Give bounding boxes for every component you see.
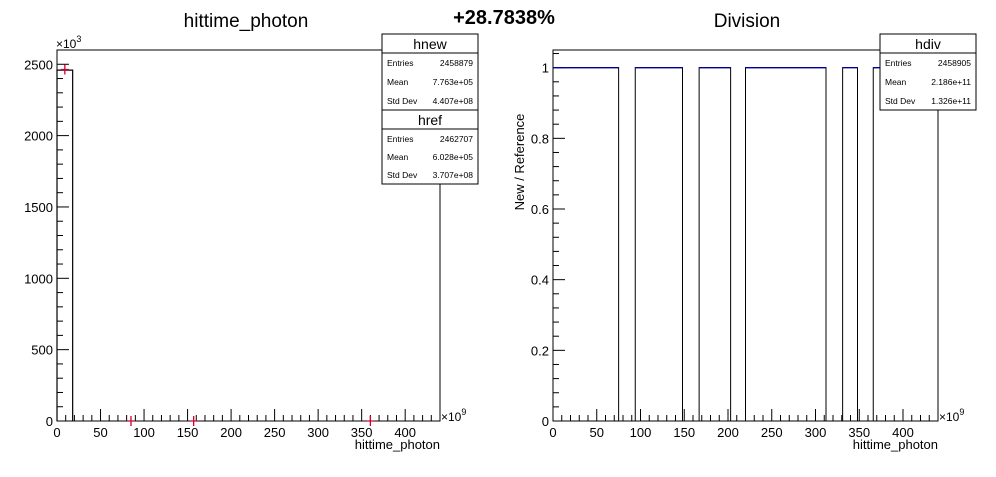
stats-label: Mean bbox=[387, 152, 409, 162]
percent-change-label: +28.7838% bbox=[453, 7, 555, 29]
right-x-multiplier: ×109 bbox=[939, 407, 964, 424]
href-marker bbox=[60, 64, 69, 75]
x-tick-label: 400 bbox=[394, 425, 416, 440]
y-tick-label: 0 bbox=[542, 414, 549, 429]
stats-value: 2458905 bbox=[938, 58, 971, 68]
x-tick-label: 150 bbox=[177, 425, 199, 440]
right-x-axis-label: hittime_photon bbox=[853, 437, 938, 452]
y-tick-label: 2500 bbox=[24, 57, 53, 72]
x-tick-label: 300 bbox=[805, 425, 827, 440]
stats-value: 4.407e+08 bbox=[433, 96, 474, 106]
left-panel: hittime_photon 0 50 100 150 200 250 300 350 4000… bbox=[24, 11, 466, 452]
x-tick-label: 400 bbox=[892, 425, 914, 440]
x-tick-label: 0 bbox=[53, 425, 60, 440]
href-marker bbox=[189, 416, 198, 426]
x-tick-label: 300 bbox=[307, 425, 329, 440]
right-data-marks bbox=[552, 67, 939, 421]
hdiv-bin-outline bbox=[698, 67, 732, 421]
stats-label: Mean bbox=[885, 77, 907, 87]
hdiv-bin-outline bbox=[842, 67, 858, 421]
x-tick-label: 50 bbox=[93, 425, 107, 440]
left-chart-title: hittime_photon bbox=[184, 11, 309, 32]
left-x-axis-label: hittime_photon bbox=[355, 437, 440, 452]
right-y-axis-label: New / Reference bbox=[512, 114, 527, 211]
stats-value: 3.707e+08 bbox=[433, 170, 474, 180]
y-tick-label: 0.2 bbox=[531, 343, 549, 358]
stats-box-hnew: hnew Entries 2458879 Mean 7.763e+05 Std … bbox=[381, 33, 479, 111]
stats-label: Entries bbox=[387, 134, 413, 144]
right-chart-title: Division bbox=[714, 11, 781, 32]
stats-box-hdiv: hdiv Entries 2458905 Mean 2.186e+11 Std … bbox=[879, 33, 977, 111]
hdiv-bin-outline bbox=[745, 67, 827, 421]
stats-label: Entries bbox=[885, 58, 911, 68]
right-axes: 0 50 100 150 200 250 300 350 400 0 0.2 0.4 0.6 0.8 1 bbox=[531, 53, 939, 440]
x-tick-label: 0 bbox=[549, 425, 556, 440]
stats-box-title: href bbox=[418, 112, 442, 128]
y-tick-label: 2000 bbox=[24, 129, 53, 144]
y-tick-label: 1 bbox=[542, 61, 549, 76]
x-tick-label: 50 bbox=[590, 425, 604, 440]
stats-label: Entries bbox=[387, 58, 413, 68]
stats-value: 2458879 bbox=[440, 58, 473, 68]
left-axes: 0 50 100 150 200 250 300 350 400 0 500 1000 1500 2000… bbox=[24, 49, 441, 440]
hdiv-bin-outline bbox=[872, 67, 939, 421]
left-x-multiplier: ×109 bbox=[441, 407, 466, 424]
stats-value: 1.326e+11 bbox=[931, 96, 971, 106]
x-tick-label: 150 bbox=[673, 425, 695, 440]
stats-box-title: hnew bbox=[413, 36, 447, 52]
stats-value: 6.028e+05 bbox=[433, 152, 474, 162]
stats-box-href: href Entries 2462707 Mean 6.028e+05 Std … bbox=[381, 109, 479, 185]
x-tick-label: 350 bbox=[351, 425, 373, 440]
stats-value: 7.763e+05 bbox=[433, 77, 474, 87]
hnew-bar bbox=[56, 69, 74, 421]
x-tick-label: 200 bbox=[717, 425, 739, 440]
stats-label: Mean bbox=[387, 77, 409, 87]
y-tick-label: 1000 bbox=[24, 271, 53, 286]
x-tick-label: 350 bbox=[848, 425, 870, 440]
x-tick-label: 100 bbox=[133, 425, 155, 440]
hdiv-bin-outline bbox=[634, 67, 683, 421]
x-tick-label: 250 bbox=[264, 425, 286, 440]
stats-label: Std Dev bbox=[885, 96, 916, 106]
y-tick-label: 1500 bbox=[24, 200, 53, 215]
left-data-marks bbox=[56, 64, 375, 426]
y-tick-label: 0.4 bbox=[531, 273, 549, 288]
stats-value: 2.186e+11 bbox=[931, 77, 971, 87]
y-tick-label: 0 bbox=[46, 414, 53, 429]
stats-label: Std Dev bbox=[387, 170, 418, 180]
x-tick-label: 100 bbox=[630, 425, 652, 440]
y-tick-label: 0.6 bbox=[531, 202, 549, 217]
y-tick-label: 500 bbox=[31, 343, 53, 358]
href-marker bbox=[366, 416, 375, 426]
stats-box-title: hdiv bbox=[915, 36, 941, 52]
right-panel: Division 0 50 100 150 200 250 300 350 400 0 0.2 0.4… bbox=[512, 11, 964, 452]
stats-label: Std Dev bbox=[387, 96, 418, 106]
stats-value: 2462707 bbox=[440, 134, 473, 144]
x-tick-label: 200 bbox=[220, 425, 242, 440]
x-tick-label: 250 bbox=[761, 425, 783, 440]
left-y-multiplier: ×103 bbox=[56, 34, 81, 51]
y-tick-label: 0.8 bbox=[531, 131, 549, 146]
hdiv-bin-outline bbox=[552, 67, 620, 421]
href-marker bbox=[126, 416, 135, 426]
